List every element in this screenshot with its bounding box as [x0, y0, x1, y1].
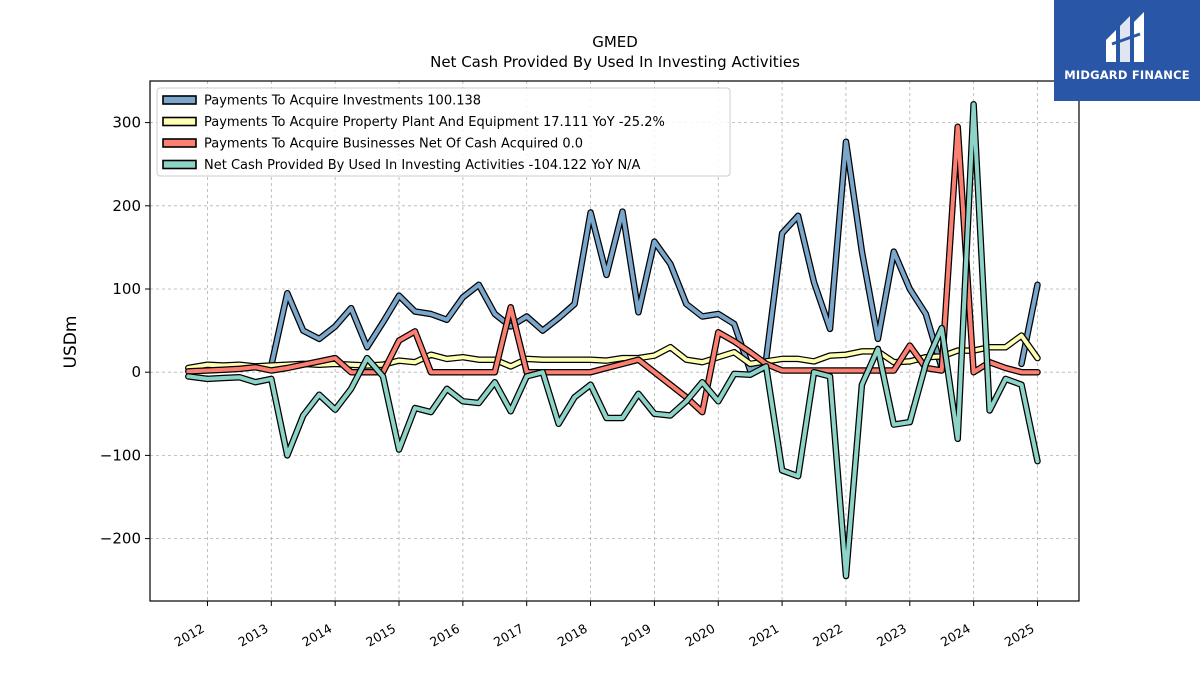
y-tick-label: 100 — [112, 280, 141, 298]
midgard-logo-icon — [1106, 12, 1144, 62]
x-tick-label: 2015 — [363, 621, 398, 650]
series-line — [186, 102, 1040, 578]
legend-label: Net Cash Provided By Used In Investing A… — [204, 158, 641, 173]
plot-series — [185, 101, 1041, 580]
x-tick-label: 2013 — [236, 621, 271, 650]
plot-frame — [149, 80, 1080, 602]
x-tick-label: 2023 — [874, 621, 909, 650]
y-axis-label: USDm — [61, 316, 81, 369]
x-tick-label: 2024 — [938, 621, 973, 650]
x-tick-label: 2014 — [299, 621, 334, 650]
x-tick-label: 2012 — [172, 621, 207, 650]
x-tick-label: 2021 — [746, 621, 781, 650]
legend-swatch — [162, 159, 197, 170]
y-tick-label: −200 — [100, 530, 141, 548]
midgard-finance-logo: MIDGARD FINANCE — [1054, 0, 1200, 101]
legend-box — [156, 87, 731, 177]
y-tick-label: −100 — [100, 446, 141, 464]
legend-label: Payments To Acquire Businesses Net Of Ca… — [204, 137, 583, 152]
x-tick-label: 2018 — [555, 621, 590, 650]
x-tick-label: 2020 — [682, 621, 717, 650]
legend-swatch — [162, 116, 197, 127]
legend-label: Payments To Acquire Property Plant And E… — [204, 115, 665, 130]
x-tick-label: 2022 — [810, 621, 845, 650]
y-tick-label: 200 — [112, 197, 141, 215]
y-tick-label: 300 — [112, 114, 141, 132]
x-tick-label: 2017 — [491, 621, 526, 650]
legend-swatch — [162, 95, 197, 105]
legend: Payments To Acquire Investments 100.138 P… — [156, 87, 731, 177]
chart-subtitle: Net Cash Provided By Used In Investing A… — [430, 53, 800, 71]
legend-swatch — [162, 138, 197, 148]
x-tick-label: 2019 — [619, 621, 654, 650]
legend-label: Payments To Acquire Investments 100.138 — [204, 94, 481, 109]
x-tick-label: 2016 — [427, 621, 462, 650]
x-tick-label: 2025 — [1002, 621, 1037, 650]
series-line — [1019, 282, 1040, 366]
y-tick-label: 0 — [131, 363, 141, 381]
series-line — [186, 124, 1040, 415]
axis-ticks: −200 −100 0 100 200 300 2012 2013 2014 2015 2016 20… — [100, 114, 1038, 650]
logo-text: MIDGARD FINANCE — [1064, 68, 1190, 82]
series-line — [269, 139, 944, 373]
chart-title: GMED — [592, 33, 638, 51]
